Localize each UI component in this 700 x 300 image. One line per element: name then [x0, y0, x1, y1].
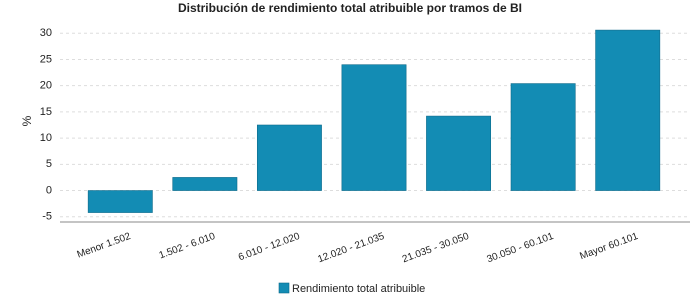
y-tick-label: 0 [46, 184, 52, 196]
chart-title: Distribución de rendimiento total atribu… [178, 1, 522, 15]
y-tick-label: 10 [40, 132, 52, 144]
x-tick-label: 30.050 - 60.101 [485, 231, 555, 265]
y-tick-label: -5 [42, 211, 52, 223]
y-tick-label: 25 [40, 53, 52, 65]
bar [256, 124, 322, 191]
y-axis-label: % [20, 115, 34, 126]
bar [510, 83, 576, 191]
x-tick-label: 21.035 - 30.050 [401, 231, 471, 265]
legend-swatch [278, 282, 290, 294]
y-tick-label: 15 [40, 106, 52, 118]
bar [426, 115, 492, 191]
bar [87, 190, 153, 213]
legend-label: Rendimiento total atribuible [292, 283, 425, 295]
bar [172, 177, 238, 191]
x-tick-label: Menor 1.502 [76, 231, 133, 261]
x-tick-label: 1.502 - 6.010 [158, 231, 218, 262]
y-tick-label: 20 [40, 80, 52, 92]
x-tick-label: Mayor 60.101 [578, 231, 640, 262]
y-tick-label: 5 [46, 158, 52, 170]
x-tick-label: 12.020 - 21.035 [316, 231, 386, 265]
bar [341, 64, 407, 191]
y-tick-label: 30 [40, 27, 52, 39]
bar [595, 29, 661, 191]
x-tick-label: 6.010 - 12.020 [237, 231, 302, 264]
